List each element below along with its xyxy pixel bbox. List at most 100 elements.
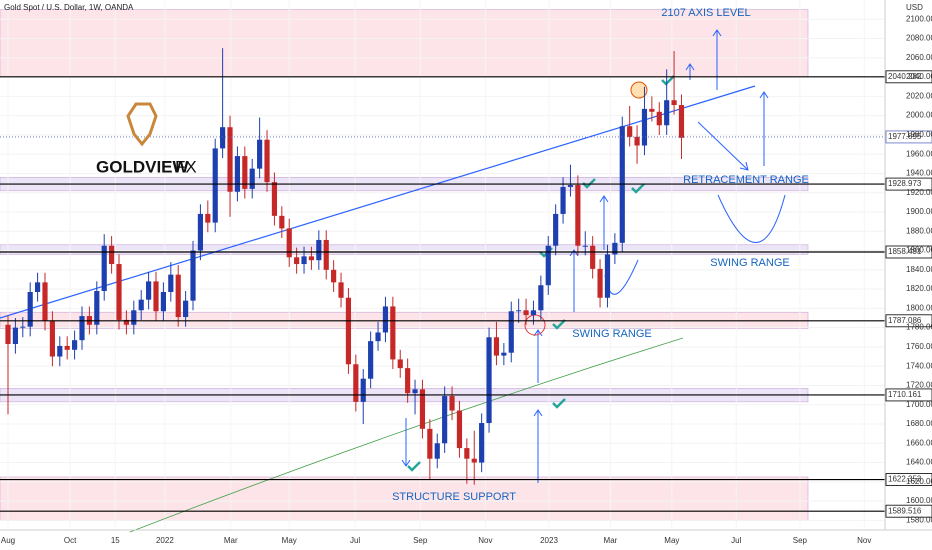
candle-body	[338, 282, 344, 298]
candle-body	[479, 423, 485, 463]
candle-body	[94, 291, 100, 325]
candle-body	[523, 310, 529, 316]
y-tick-label: 1760.000	[906, 342, 932, 351]
y-tick-label: 1960.000	[906, 149, 932, 158]
y-tick-label: 1900.000	[906, 207, 932, 216]
candle-body	[64, 345, 70, 350]
candle-body	[20, 326, 26, 328]
candle-body	[671, 100, 677, 106]
candle-body	[49, 320, 55, 357]
candle-body	[353, 364, 359, 402]
candle-body	[294, 257, 300, 265]
logo-text: GOLDVIEW	[96, 157, 190, 176]
level-tag	[885, 245, 932, 259]
annotation: STRUCTURE SUPPORT	[392, 491, 516, 503]
candle-body	[486, 337, 492, 424]
y-tick-label: 1660.000	[906, 438, 932, 447]
candle-body	[360, 378, 366, 402]
level-tag	[885, 130, 932, 144]
x-tick-label: Aug	[1, 536, 15, 545]
candle-body	[405, 368, 411, 394]
candle-body	[516, 310, 522, 312]
x-tick-label: May	[282, 536, 297, 545]
candle-body	[604, 254, 611, 298]
candle-body	[634, 136, 640, 146]
level-label: 1589.516	[888, 506, 922, 515]
x-tick-label: Nov	[478, 536, 492, 545]
candle-body	[656, 111, 662, 126]
candle-body	[316, 239, 322, 261]
x-tick-label: 2023	[540, 536, 558, 545]
annotation: SWING RANGE	[710, 257, 789, 269]
candle-body	[160, 291, 167, 312]
candle-body	[664, 100, 670, 126]
level-label: 1977.895	[888, 132, 922, 141]
y-axis-label: USD	[906, 3, 923, 12]
candle-body	[234, 156, 241, 192]
candle-body	[323, 239, 329, 270]
candle-body	[146, 281, 152, 300]
candle-body	[508, 311, 514, 353]
moving-average	[129, 337, 684, 533]
y-tick-label: 1920.000	[906, 188, 932, 197]
level-label: 1710.161	[888, 390, 922, 399]
candle-body	[242, 156, 248, 189]
y-tick-label: 1740.000	[906, 361, 932, 370]
candle-body	[131, 310, 137, 325]
candle-body	[205, 213, 211, 223]
annotation: SWING RANGE	[572, 328, 651, 340]
annotation: 2107 AXIS LEVEL	[661, 7, 750, 19]
candle-body	[271, 182, 278, 216]
logo-suffix: FX	[175, 157, 197, 176]
candle-body	[183, 300, 189, 318]
x-tick-label: Mar	[224, 536, 238, 545]
y-tick-label: 2080.000	[906, 34, 932, 43]
candle-body	[138, 299, 144, 311]
candle-body	[197, 213, 204, 251]
x-tick-label: Sep	[793, 536, 808, 545]
candle-body	[72, 340, 78, 350]
y-tick-label: 1840.000	[906, 265, 932, 274]
trend-line	[0, 85, 756, 319]
arrows	[401, 29, 786, 483]
candle-body	[190, 250, 196, 301]
candle-body	[612, 242, 618, 255]
candle-body	[257, 139, 263, 169]
y-tick-label: 1700.000	[906, 400, 932, 409]
x-tick-label: 15	[111, 536, 120, 545]
candle-body	[168, 274, 174, 292]
y-tick-label: 1980.000	[906, 130, 932, 139]
logo-mark	[126, 102, 158, 147]
candle-body	[279, 215, 285, 229]
candle-body	[212, 148, 218, 223]
candle-body	[575, 185, 581, 246]
candle-body	[456, 410, 463, 449]
x-tick-label: Oct	[64, 536, 77, 545]
candle-body	[331, 269, 337, 283]
candles	[5, 48, 685, 485]
candle-body	[427, 428, 433, 459]
x-tick-label: Jul	[731, 536, 741, 545]
x-tick-label: Nov	[857, 536, 871, 545]
candle-body	[553, 213, 559, 246]
level-tag	[885, 70, 932, 84]
x-tick-label: 2022	[156, 536, 174, 545]
candle-body	[582, 245, 588, 247]
y-tick-label: 1860.000	[906, 246, 932, 255]
y-tick-label: 1940.000	[906, 169, 932, 178]
candle-body	[375, 332, 381, 342]
candle-body	[641, 108, 648, 146]
candle-body	[649, 108, 655, 112]
candle-body	[109, 245, 115, 265]
highlight-circle	[630, 81, 648, 99]
y-tick-label: 2060.000	[906, 53, 932, 62]
candle-body	[57, 345, 63, 357]
level-tag	[885, 177, 932, 191]
candle-body	[471, 458, 477, 463]
x-tick-label: Jul	[350, 536, 360, 545]
candle-body	[627, 126, 633, 137]
zone	[0, 476, 809, 521]
y-tick-label: 2040.000	[906, 72, 932, 81]
levels: 2040.282 1977.895 1928.973 1858.491 1787.086…	[0, 70, 932, 518]
